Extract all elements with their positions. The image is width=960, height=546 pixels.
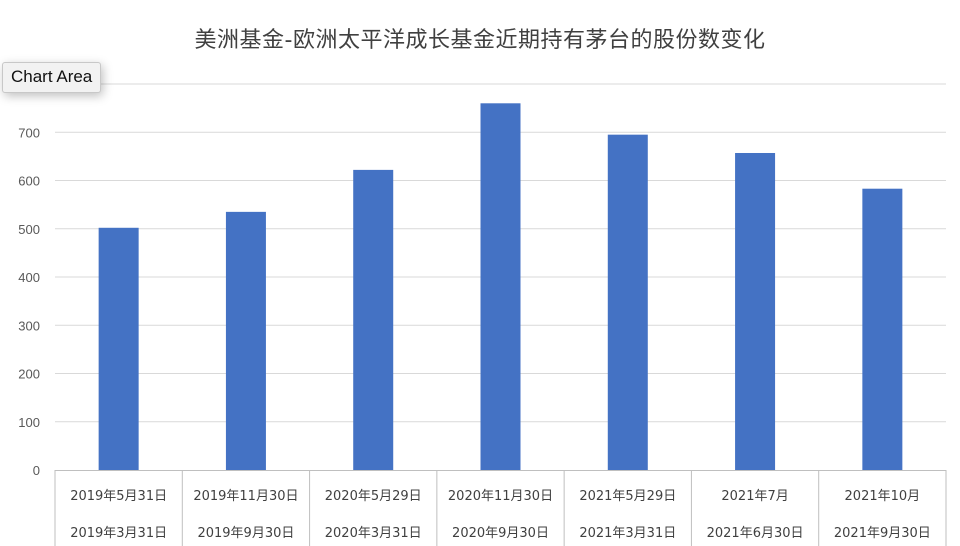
x-category-label-top: 2021年10月 (845, 489, 921, 504)
bar (607, 134, 648, 470)
y-tick-label: 200 (18, 367, 40, 382)
x-category-label-bottom: 2020年3月31日 (325, 526, 422, 541)
chart-area-tooltip: Chart Area (2, 62, 102, 93)
x-category-label-bottom: 2021年3月31日 (579, 526, 676, 541)
y-tick-label: 700 (18, 125, 40, 140)
x-category-label-bottom: 2019年3月31日 (70, 526, 167, 541)
bar (98, 227, 139, 470)
y-tick-label: 0 (33, 463, 40, 478)
x-category-label-top: 2021年5月29日 (579, 489, 676, 504)
x-category-label-top: 2020年5月29日 (325, 489, 422, 504)
bar (480, 103, 521, 471)
y-tick-label: 100 (18, 415, 40, 430)
x-category-label-bottom: 2020年9月30日 (452, 526, 549, 541)
x-category-label-top: 2019年11月30日 (193, 489, 298, 504)
bar (353, 169, 394, 470)
y-tick-label: 500 (18, 222, 40, 237)
x-axis: 2019年5月31日 2019年3月31日 2019年11月30日 2019年9月30… (54, 470, 947, 546)
x-category-label-bottom: 2021年9月30日 (834, 526, 931, 541)
y-axis: 0 100 200 300 400 500 600 700 (18, 125, 40, 478)
chart-title: 美洲基金-欧洲太平洋成长基金近期持有茅台的股份数变化 (194, 28, 766, 53)
bar (225, 211, 266, 471)
y-tick-label: 400 (18, 270, 40, 285)
bars (98, 103, 903, 471)
y-tick-label: 600 (18, 174, 40, 189)
x-category-label-top: 2021年7月 (721, 489, 788, 504)
x-category-label-top: 2020年11月30日 (448, 489, 553, 504)
x-category-label-bottom: 2021年6月30日 (707, 526, 804, 541)
x-category-label-top: 2019年5月31日 (70, 489, 167, 504)
bar (862, 188, 903, 470)
y-tick-label: 300 (18, 318, 40, 333)
x-category-label-bottom: 2019年9月30日 (197, 526, 294, 541)
bar (735, 152, 776, 470)
